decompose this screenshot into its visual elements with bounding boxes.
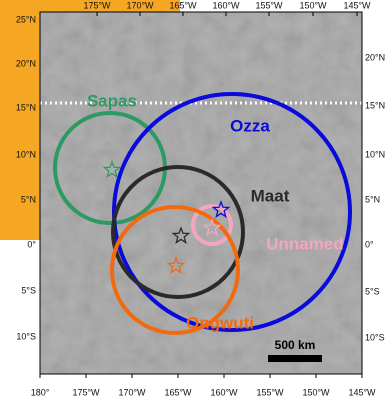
corner-decoration xyxy=(0,0,40,240)
lon-label: 155°W xyxy=(255,0,283,10)
lat-label: 10°S xyxy=(16,331,36,341)
feature-label: Sapas xyxy=(87,91,137,110)
lat-label: 5°S xyxy=(21,285,36,295)
overlay: Sapas Ozza Maat Unnamed Ongwuti xyxy=(53,91,352,335)
feature-label: Maat xyxy=(251,186,290,205)
lat-label: 10°N xyxy=(16,149,36,159)
radar-image xyxy=(40,12,362,374)
lat-label: 15°N xyxy=(365,100,385,110)
lat-label: 5°N xyxy=(21,194,36,204)
feature-outline xyxy=(112,92,352,332)
feature-center xyxy=(171,226,191,244)
lat-label: 0° xyxy=(27,239,36,249)
feature-center xyxy=(102,160,122,178)
lon-label: 155°W xyxy=(256,387,284,397)
lon-label: 165°W xyxy=(164,387,192,397)
feature-center xyxy=(166,256,186,274)
lon-label: 150°W xyxy=(302,387,330,397)
lon-label: 145°W xyxy=(343,0,371,10)
lat-label: 20°N xyxy=(365,52,385,62)
lon-label: 175°W xyxy=(83,0,111,10)
lat-label: 5°S xyxy=(365,286,380,296)
lat-label: 0° xyxy=(365,239,374,249)
scale-bar xyxy=(268,355,322,362)
lon-label: 170°W xyxy=(126,0,154,10)
lat-label: 5°N xyxy=(365,194,380,204)
feature-center xyxy=(202,218,222,236)
lon-label: 170°W xyxy=(118,387,146,397)
lon-label: 165°W xyxy=(169,0,197,10)
map-frame xyxy=(39,11,363,375)
lat-label: 10°N xyxy=(365,149,385,159)
lat-label: 15°N xyxy=(16,102,36,112)
feature-outline xyxy=(110,205,240,335)
lat-label: 10°S xyxy=(365,332,385,342)
lon-label: 175°W xyxy=(72,387,100,397)
lat-label: 25°N xyxy=(16,14,36,24)
feature-label: Ozza xyxy=(230,116,270,135)
lon-label: 145°W xyxy=(348,387,376,397)
lon-label: 180° xyxy=(31,387,50,397)
lon-label: 160°W xyxy=(212,0,240,10)
feature-label: Ongwuti xyxy=(186,313,254,332)
feature-outline xyxy=(111,165,245,299)
lon-label: 150°W xyxy=(299,0,327,10)
lon-label: 160°W xyxy=(210,387,238,397)
corner-decoration xyxy=(0,0,180,12)
scale-label: 500 km xyxy=(275,338,316,352)
feature-outline xyxy=(191,204,233,246)
lat-label: 20°N xyxy=(16,58,36,68)
feature-center xyxy=(211,200,231,218)
feature-label: Unnamed xyxy=(266,234,343,253)
